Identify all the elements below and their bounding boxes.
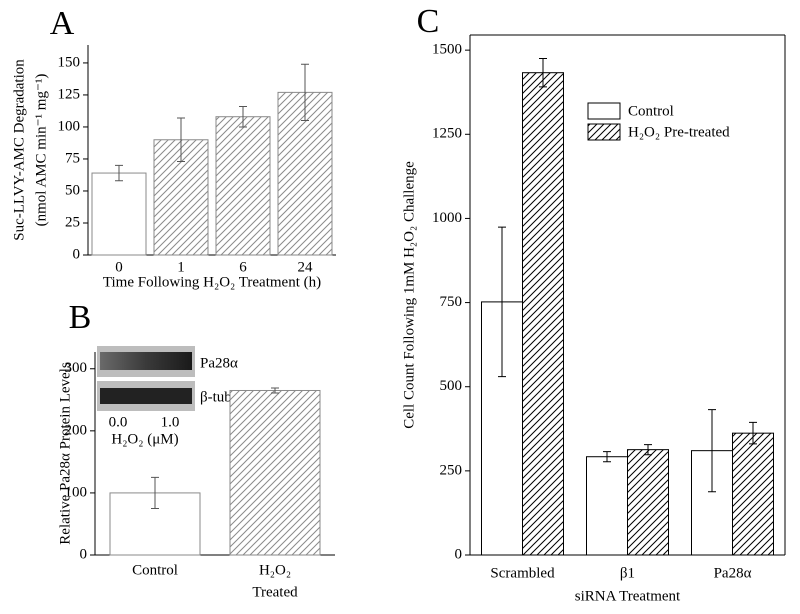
x-tick-label: 6 (239, 259, 247, 275)
y-tick-label: 50 (65, 182, 80, 198)
x-tick-label: 24 (298, 259, 314, 275)
panel-label: A (50, 5, 75, 42)
bar (627, 449, 669, 556)
x-axis-title: Time Following H₂O₂ Treatment (h) (103, 274, 321, 290)
panel-label: B (69, 299, 92, 336)
error-bar (177, 117, 185, 163)
y-tick-label: 100 (58, 118, 81, 134)
legend-swatch (587, 102, 621, 120)
lane-label: 1.0 (161, 414, 180, 430)
bar (732, 432, 774, 556)
error-bar (603, 451, 611, 463)
y-axis-title: Cell Count Following 1mM H₂O₂ Challenge (401, 161, 417, 429)
x-axis-title: siRNA Treatment (575, 588, 681, 604)
x-tick-label: β1 (620, 565, 635, 581)
error-bar (749, 421, 757, 445)
y-tick-label: 500 (440, 378, 463, 394)
x-tick-label: Control (132, 562, 178, 578)
x-tick-label: 1 (177, 259, 185, 275)
error-bar (301, 63, 309, 122)
y-tick-label: 0 (73, 246, 81, 262)
blot-label: Pa28α (200, 355, 238, 371)
y-tick-label: 100 (65, 484, 88, 500)
y-tick-label: 200 (65, 422, 88, 438)
panel-label: C (417, 3, 440, 40)
y-tick-label: 150 (58, 54, 81, 70)
legend-label: H₂O₂ Pre-treated (628, 124, 730, 140)
lane-label: 0.0 (109, 414, 128, 430)
legend-label: Control (628, 103, 674, 119)
x-tick-label: Treated (252, 584, 298, 600)
y-tick-label: 300 (65, 360, 88, 376)
bar (522, 72, 564, 556)
y-axis-title: (nmol AMC min⁻¹ mg⁻¹) (33, 74, 49, 227)
error-bar (151, 476, 159, 509)
y-tick-label: 75 (65, 150, 80, 166)
y-tick-label: 25 (65, 214, 80, 230)
y-tick-label: 0 (80, 546, 88, 562)
y-tick-label: 125 (58, 86, 81, 102)
error-bar (644, 444, 652, 456)
bar (229, 389, 321, 556)
y-tick-label: 1000 (432, 210, 462, 226)
bar (91, 172, 147, 256)
y-tick-label: 750 (440, 294, 463, 310)
y-tick-label: 250 (440, 462, 463, 478)
error-bar (708, 409, 716, 493)
y-axis-title: Suc-LLVY-AMC Degradation (11, 59, 27, 241)
error-bar (271, 387, 279, 394)
legend-swatch (587, 123, 621, 141)
y-tick-label: 1250 (432, 126, 462, 142)
error-bar (239, 105, 247, 128)
bar (215, 116, 271, 256)
y-axis-title: Relative Pa28α Protein Levels (57, 362, 73, 545)
x-tick-label: Scrambled (490, 565, 555, 581)
lane-title: H₂O₂ (μM) (111, 431, 178, 447)
x-tick-label: H₂O₂ (259, 562, 291, 578)
error-bar (115, 164, 123, 182)
y-tick-label: 1500 (432, 42, 462, 58)
western-blot (97, 346, 195, 411)
error-bar (498, 226, 506, 378)
error-bar (539, 58, 547, 88)
bar (586, 456, 628, 556)
y-tick-label: 0 (455, 546, 463, 562)
x-tick-label: Pa28α (714, 565, 752, 581)
x-tick-label: 0 (115, 259, 123, 275)
